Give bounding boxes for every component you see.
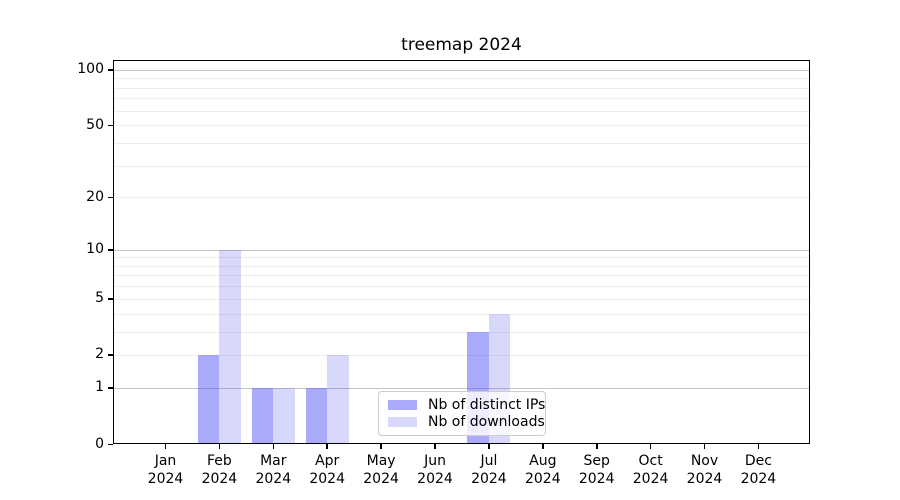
x-tick-year: 2024 xyxy=(632,471,669,487)
x-tick-mark xyxy=(542,444,544,449)
x-tick-year: 2024 xyxy=(578,471,615,487)
gridline-minor xyxy=(113,125,810,127)
gridline-minor xyxy=(113,265,810,267)
x-tick-month: Jul xyxy=(480,453,498,469)
x-tick-month: Mar xyxy=(260,453,287,469)
gridline-minor xyxy=(113,98,810,100)
x-tick-label-jan: Jan 2024 xyxy=(138,452,194,488)
gridline-minor xyxy=(113,331,810,333)
x-tick-year: 2024 xyxy=(309,471,345,487)
gridline-major xyxy=(113,249,810,251)
x-tick-month: Feb xyxy=(206,453,232,469)
x-tick-month: Sep xyxy=(583,453,610,469)
legend-swatch-distinct-ips xyxy=(388,399,417,410)
y-tick-mark xyxy=(108,387,113,389)
y-tick-label: 1 xyxy=(95,379,104,396)
x-tick-mark xyxy=(380,444,382,449)
x-tick-year: 2024 xyxy=(686,471,723,487)
x-tick-label-mar: Mar 2024 xyxy=(245,452,301,488)
x-tick-month: Jun xyxy=(424,453,446,469)
y-tick-label: 10 xyxy=(86,241,104,258)
y-tick-mark xyxy=(108,443,113,445)
x-tick-month: Apr xyxy=(315,453,340,469)
x-tick-year: 2024 xyxy=(201,471,238,487)
legend-swatch-downloads xyxy=(388,417,417,428)
x-tick-label-sep: Sep 2024 xyxy=(569,452,625,488)
y-tick-mark xyxy=(108,249,113,251)
x-tick-year: 2024 xyxy=(740,471,777,487)
gridline-major xyxy=(113,69,810,71)
x-tick-mark xyxy=(164,444,167,449)
bar-downloads-apr xyxy=(327,354,349,444)
x-tick-mark xyxy=(649,444,652,449)
y-tick-label: 100 xyxy=(77,61,104,78)
gridline-minor xyxy=(113,197,810,199)
bar-downloads-mar xyxy=(273,387,295,444)
gridline-minor xyxy=(113,165,810,167)
gridline-minor xyxy=(113,257,810,259)
gridline-minor xyxy=(113,275,810,277)
bar-distinct-ips-apr xyxy=(305,387,328,444)
gridline-minor xyxy=(113,313,810,315)
x-tick-mark xyxy=(272,444,275,449)
x-tick-month: Nov xyxy=(690,453,719,469)
gridline-minor xyxy=(113,286,810,288)
x-tick-label-apr: Apr 2024 xyxy=(299,452,355,488)
y-tick-mark xyxy=(108,298,113,300)
y-tick-mark xyxy=(108,69,113,71)
x-tick-mark xyxy=(218,444,221,449)
bar-distinct-ips-feb xyxy=(197,354,220,444)
legend-label-downloads: Nb of downloads xyxy=(428,414,545,431)
x-tick-label-feb: Feb 2024 xyxy=(191,452,247,488)
plot-area xyxy=(113,60,810,444)
y-tick-mark xyxy=(108,196,113,199)
gridline-major xyxy=(113,387,810,389)
y-tick-label: 20 xyxy=(86,188,104,205)
x-tick-year: 2024 xyxy=(147,471,184,487)
x-tick-mark xyxy=(434,444,436,449)
x-tick-year: 2024 xyxy=(524,471,561,487)
x-tick-month: Oct xyxy=(638,453,663,469)
x-tick-month: Dec xyxy=(744,453,772,469)
x-tick-month: Jan xyxy=(154,453,177,469)
x-tick-label-dec: Dec 2024 xyxy=(730,452,786,488)
x-tick-mark xyxy=(757,444,760,449)
gridline-minor xyxy=(113,110,810,112)
x-tick-mark xyxy=(703,444,706,449)
x-tick-month: Aug xyxy=(529,453,557,469)
y-tick-label: 50 xyxy=(86,116,104,133)
y-tick-mark xyxy=(108,124,113,127)
gridline-minor xyxy=(113,354,810,356)
x-tick-label-oct: Oct 2024 xyxy=(623,452,679,488)
gridline-minor xyxy=(113,142,810,144)
y-tick-mark xyxy=(108,354,113,356)
bar-downloads-feb xyxy=(219,249,241,444)
bar-distinct-ips-mar xyxy=(251,387,274,444)
chart-title: treemap 2024 xyxy=(401,35,522,55)
y-tick-label: 5 xyxy=(95,290,104,307)
x-tick-label-may: May 2024 xyxy=(353,452,409,488)
x-tick-mark xyxy=(596,444,598,449)
gridline-minor xyxy=(113,87,810,89)
x-tick-mark xyxy=(326,444,328,449)
x-tick-month: May xyxy=(366,453,396,469)
x-tick-label-jun: Jun 2024 xyxy=(407,452,463,488)
x-tick-label-jul: Jul 2024 xyxy=(461,452,517,488)
y-tick-label: 2 xyxy=(95,346,104,363)
gridline-minor xyxy=(113,298,810,300)
x-tick-label-nov: Nov 2024 xyxy=(677,452,733,488)
x-tick-year: 2024 xyxy=(255,471,292,487)
x-tick-mark xyxy=(488,444,490,449)
gridline-minor xyxy=(113,78,810,80)
legend: Nb of distinct IPs Nb of downloads xyxy=(378,391,546,436)
legend-entry-downloads: Nb of downloads xyxy=(388,414,545,432)
x-tick-label-aug: Aug 2024 xyxy=(515,452,571,488)
legend-entry-distinct-ips: Nb of distinct IPs xyxy=(388,396,545,414)
legend-label-distinct-ips: Nb of distinct IPs xyxy=(428,396,546,413)
x-tick-year: 2024 xyxy=(471,471,507,487)
x-tick-year: 2024 xyxy=(417,471,453,487)
y-tick-label: 0 xyxy=(95,435,104,452)
x-tick-year: 2024 xyxy=(363,471,399,487)
